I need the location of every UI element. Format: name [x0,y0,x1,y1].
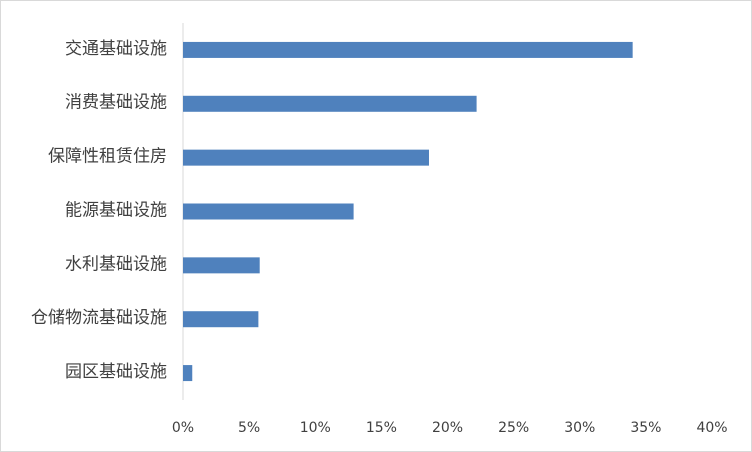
x-tick-label: 40% [696,420,727,436]
y-tick-label: 园区基础设施 [65,362,167,381]
y-tick-label: 仓储物流基础设施 [31,308,167,327]
x-tick-label: 35% [630,420,661,436]
y-tick-label: 保障性租赁住房 [48,147,167,166]
y-tick-label: 交通基础设施 [65,39,167,58]
bar [183,203,354,220]
bar [183,365,193,382]
bar [183,149,429,166]
x-tick-label: 25% [498,420,529,436]
x-tick-label: 20% [432,420,463,436]
bar [183,311,259,328]
y-tick-label: 水利基础设施 [65,254,167,273]
x-tick-label: 10% [300,420,331,436]
y-tick-label: 消费基础设施 [65,93,167,112]
bar [183,257,260,274]
x-tick-label: 30% [564,420,595,436]
bar [183,41,633,58]
x-tick-label: 5% [238,420,260,436]
x-tick-label: 15% [366,420,397,436]
y-tick-label: 能源基础设施 [65,200,167,219]
x-tick-label: 0% [172,420,194,436]
bar [183,95,477,112]
